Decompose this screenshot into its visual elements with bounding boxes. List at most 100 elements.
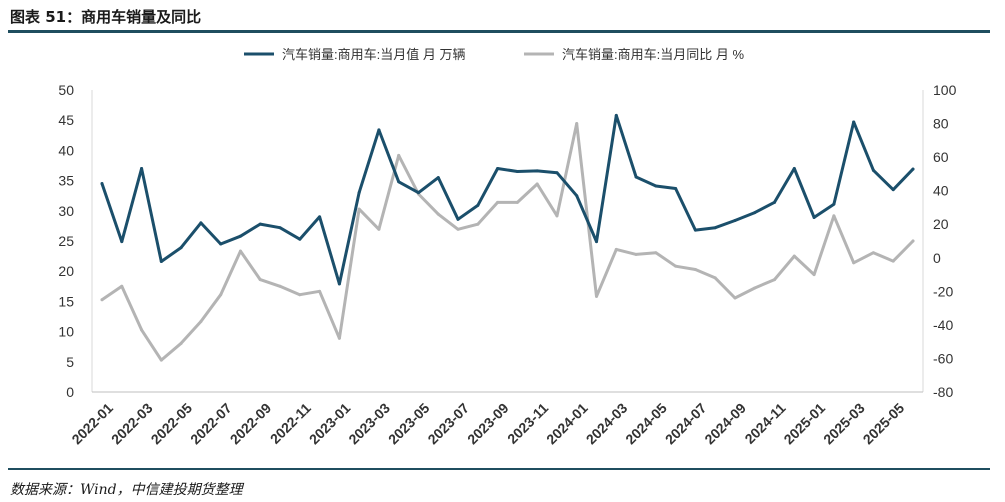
x-tick-label: 2023-09 bbox=[464, 400, 512, 448]
data-point-yoy bbox=[219, 293, 223, 297]
data-point-yoy bbox=[238, 249, 242, 253]
data-point-sales bbox=[832, 202, 836, 206]
data-point-yoy bbox=[100, 298, 104, 302]
x-tick-label: 2022-11 bbox=[267, 400, 314, 447]
data-point-yoy bbox=[575, 122, 579, 126]
data-point-yoy bbox=[496, 200, 500, 204]
data-point-sales bbox=[377, 128, 381, 132]
y-right-tick-label: 0 bbox=[933, 250, 941, 266]
x-tick-label: 2025-05 bbox=[860, 400, 908, 448]
data-point-sales bbox=[693, 228, 697, 232]
data-point-yoy bbox=[713, 276, 717, 280]
data-point-yoy bbox=[535, 182, 539, 186]
legend-label: 汽车销量:商用车:当月同比 月 % bbox=[562, 47, 744, 62]
x-tick-label: 2023-03 bbox=[345, 400, 393, 448]
data-point-sales bbox=[100, 182, 104, 186]
x-tick-label: 2025-03 bbox=[820, 400, 868, 448]
data-point-sales bbox=[199, 221, 203, 225]
x-tick-label: 2024-11 bbox=[741, 400, 788, 447]
data-point-sales bbox=[871, 168, 875, 172]
source-note: 数据来源：Wind，中信建投期货整理 bbox=[10, 482, 243, 498]
data-point-yoy bbox=[674, 264, 678, 268]
legend: 汽车销量:商用车:当月值 月 万辆 汽车销量:商用车:当月同比 月 % bbox=[244, 47, 744, 62]
data-point-sales bbox=[436, 176, 440, 180]
y-right-tick-label: -60 bbox=[933, 350, 953, 366]
series-layer bbox=[100, 113, 915, 362]
data-point-sales bbox=[219, 242, 223, 246]
y-right-tick-label: -20 bbox=[933, 283, 953, 299]
data-point-yoy bbox=[733, 296, 737, 300]
data-point-yoy bbox=[911, 239, 915, 243]
data-point-sales bbox=[318, 215, 322, 219]
data-point-yoy bbox=[515, 200, 519, 204]
y-left-tick-label: 20 bbox=[58, 263, 74, 279]
data-point-yoy bbox=[852, 261, 856, 265]
data-point-yoy bbox=[140, 328, 144, 332]
chart-title: 图表 51：商用车销量及同比 bbox=[10, 8, 202, 26]
series-line-sales bbox=[100, 113, 915, 286]
data-point-yoy bbox=[377, 227, 381, 231]
data-point-sales bbox=[753, 211, 757, 215]
data-point-sales bbox=[337, 282, 341, 286]
data-point-sales bbox=[713, 226, 717, 230]
x-tick-label: 2022-05 bbox=[148, 400, 196, 448]
footer-divider bbox=[8, 468, 990, 470]
y-right-tick-label: -40 bbox=[933, 317, 953, 333]
legend-label: 汽车销量:商用车:当月值 月 万辆 bbox=[282, 47, 465, 62]
y-right-tick-label: 80 bbox=[933, 116, 949, 132]
data-point-sales bbox=[674, 186, 678, 190]
data-point-yoy bbox=[397, 153, 401, 157]
data-point-sales bbox=[179, 246, 183, 250]
x-tick-label: 2024-03 bbox=[583, 400, 631, 448]
x-tick-label: 2024-01 bbox=[543, 400, 591, 448]
y-right-tick-label: 100 bbox=[933, 82, 957, 98]
x-tick-label: 2024-07 bbox=[662, 400, 710, 448]
data-point-yoy bbox=[595, 294, 599, 298]
data-point-yoy bbox=[634, 252, 638, 256]
x-tick-label: 2024-05 bbox=[622, 400, 670, 448]
data-point-yoy bbox=[318, 289, 322, 293]
data-point-sales bbox=[555, 171, 559, 175]
data-point-yoy bbox=[278, 284, 282, 288]
data-point-sales bbox=[733, 218, 737, 222]
data-point-yoy bbox=[891, 259, 895, 263]
series-line-yoy bbox=[100, 122, 915, 362]
data-point-sales bbox=[159, 260, 163, 264]
axes: 0 5 10 15 20 25 30 35 40 45 50 -80 -60 -40 -20 0 20 40 60 8… bbox=[58, 82, 956, 447]
x-tick-label: 2022-09 bbox=[227, 400, 275, 448]
y-right-tick-label: 20 bbox=[933, 216, 949, 232]
data-point-sales bbox=[278, 226, 282, 230]
data-point-sales bbox=[416, 191, 420, 195]
data-point-yoy bbox=[258, 278, 262, 282]
data-point-yoy bbox=[832, 214, 836, 218]
data-point-yoy bbox=[753, 286, 757, 290]
x-tick-label: 2024-09 bbox=[701, 400, 749, 448]
data-point-sales bbox=[911, 167, 915, 171]
y-left-tick-label: 10 bbox=[58, 324, 74, 340]
data-point-yoy bbox=[120, 284, 124, 288]
data-point-yoy bbox=[436, 212, 440, 216]
x-tick-label: 2023-05 bbox=[385, 400, 433, 448]
data-point-sales bbox=[238, 234, 242, 238]
data-point-yoy bbox=[199, 320, 203, 324]
x-tick-label: 2022-01 bbox=[68, 400, 116, 448]
data-point-sales bbox=[812, 215, 816, 219]
data-point-sales bbox=[357, 191, 361, 195]
data-point-sales bbox=[614, 113, 618, 117]
x-tick-label: 2022-03 bbox=[108, 400, 156, 448]
data-point-sales bbox=[298, 237, 302, 241]
data-point-yoy bbox=[614, 247, 618, 251]
data-point-yoy bbox=[476, 222, 480, 226]
title-divider bbox=[8, 30, 990, 33]
x-tick-label: 2025-01 bbox=[780, 400, 828, 448]
data-point-sales bbox=[140, 167, 144, 171]
x-tick-label: 2023-11 bbox=[504, 400, 551, 447]
data-point-yoy bbox=[555, 214, 559, 218]
data-point-sales bbox=[258, 222, 262, 226]
x-tick-label: 2022-07 bbox=[187, 400, 235, 448]
data-point-sales bbox=[595, 240, 599, 244]
data-point-yoy bbox=[792, 254, 796, 258]
data-point-yoy bbox=[159, 358, 163, 362]
data-point-sales bbox=[852, 120, 856, 124]
